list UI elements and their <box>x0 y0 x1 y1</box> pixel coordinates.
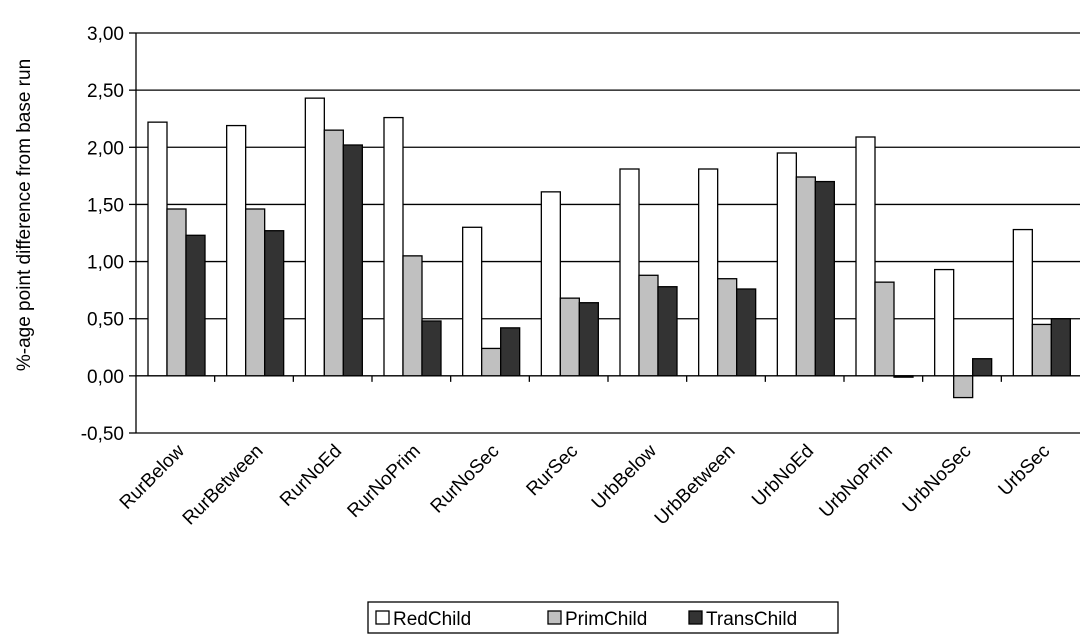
x-tick-label: UrbBelow <box>588 440 661 513</box>
bar-PrimChild-UrbBelow <box>638 274 659 377</box>
x-tick-label: RurNoPrim <box>344 441 425 522</box>
y-tick-label: 2,00 <box>87 138 124 159</box>
legend-label-RedChild: RedChild <box>393 609 471 630</box>
y-tick-label: 1,50 <box>87 195 124 216</box>
x-tick-label: RurNoEd <box>276 441 346 511</box>
y-tick-labels: -0,50 0,00 0,50 1,00 1,50 2,00 2,50 3,00 <box>81 24 124 445</box>
bar-PrimChild-UrbNoPrim <box>874 281 895 377</box>
bar-PrimChild-UrbNoSec <box>953 375 974 399</box>
bar-PrimChild-UrbNoEd <box>795 176 816 377</box>
legend-label-TransChild: TransChild <box>706 609 797 630</box>
bar-RedChild-UrbSec <box>1012 228 1033 377</box>
y-tick-label: -0,50 <box>81 424 124 445</box>
bar-TransChild-UrbBelow <box>657 286 678 377</box>
legend: RedChild PrimChild TransChild <box>367 601 839 634</box>
bar-TransChild-UrbBetween <box>736 288 757 377</box>
bar-RedChild-UrbNoPrim <box>855 136 876 377</box>
bar-TransChild-RurBelow <box>185 234 206 377</box>
x-tick-label: RurSec <box>523 441 583 501</box>
bar-PrimChild-RurNoPrim <box>402 255 423 377</box>
y-tick-label: 0,00 <box>87 367 124 388</box>
bar-PrimChild-UrbBetween <box>717 278 738 377</box>
bar-RedChild-RurNoSec <box>462 226 483 377</box>
bar-PrimChild-RurBelow <box>166 208 187 377</box>
bar-PrimChild-RurSec <box>559 297 580 377</box>
bars <box>147 97 1071 399</box>
bar-RedChild-UrbNoSec <box>934 268 955 377</box>
bar-RedChild-UrbNoEd <box>776 152 797 377</box>
x-tick-label: UrbSec <box>995 441 1055 501</box>
x-tick-label: RurNoSec <box>427 441 504 518</box>
bar-TransChild-RurBetween <box>264 230 285 377</box>
bar-TransChild-UrbSec <box>1050 318 1071 377</box>
bar-TransChild-UrbNoSec <box>972 358 993 377</box>
bar-TransChild-RurNoPrim <box>421 320 442 377</box>
bar-PrimChild-RurNoEd <box>323 129 344 377</box>
x-tick-label: UrbNoPrim <box>816 441 897 522</box>
axes <box>129 32 1080 434</box>
y-tick-label: 0,50 <box>87 310 124 331</box>
bar-RedChild-RurBetween <box>226 124 247 377</box>
bar-RedChild-RurBelow <box>147 121 168 377</box>
legend-frame <box>367 601 839 634</box>
bar-RedChild-UrbBelow <box>619 168 640 377</box>
legend-label-PrimChild: PrimChild <box>565 609 647 630</box>
bar-RedChild-UrbBetween <box>698 168 719 377</box>
bar-TransChild-UrbNoEd <box>814 180 835 377</box>
legend-swatch-RedChild <box>375 610 390 625</box>
bar-TransChild-RurNoEd <box>342 144 363 377</box>
bar-PrimChild-RurNoSec <box>481 347 502 377</box>
legend-swatch-TransChild <box>688 610 703 625</box>
y-tick-label: 1,00 <box>87 253 124 274</box>
bar-RedChild-RurNoEd <box>304 97 325 377</box>
bar-PrimChild-UrbSec <box>1031 323 1052 377</box>
x-tick-label: UrbNoSec <box>899 441 976 518</box>
bar-TransChild-RurNoSec <box>500 327 521 377</box>
legend-swatch-PrimChild <box>547 610 562 625</box>
y-tick-label: 2,50 <box>87 81 124 102</box>
x-tick-label: RurBelow <box>116 440 189 513</box>
x-tick-label: UrbNoEd <box>748 441 818 511</box>
bar-RedChild-RurSec <box>540 191 561 377</box>
bar-TransChild-RurSec <box>578 302 599 377</box>
x-tick-label: UrbBetween <box>651 441 740 530</box>
bar-PrimChild-RurBetween <box>245 208 266 377</box>
x-tick-label: RurBetween <box>179 441 268 530</box>
y-tick-label: 3,00 <box>87 24 124 45</box>
y-axis-label: %-age point difference from base run <box>14 59 35 371</box>
bar-RedChild-RurNoPrim <box>383 116 404 377</box>
